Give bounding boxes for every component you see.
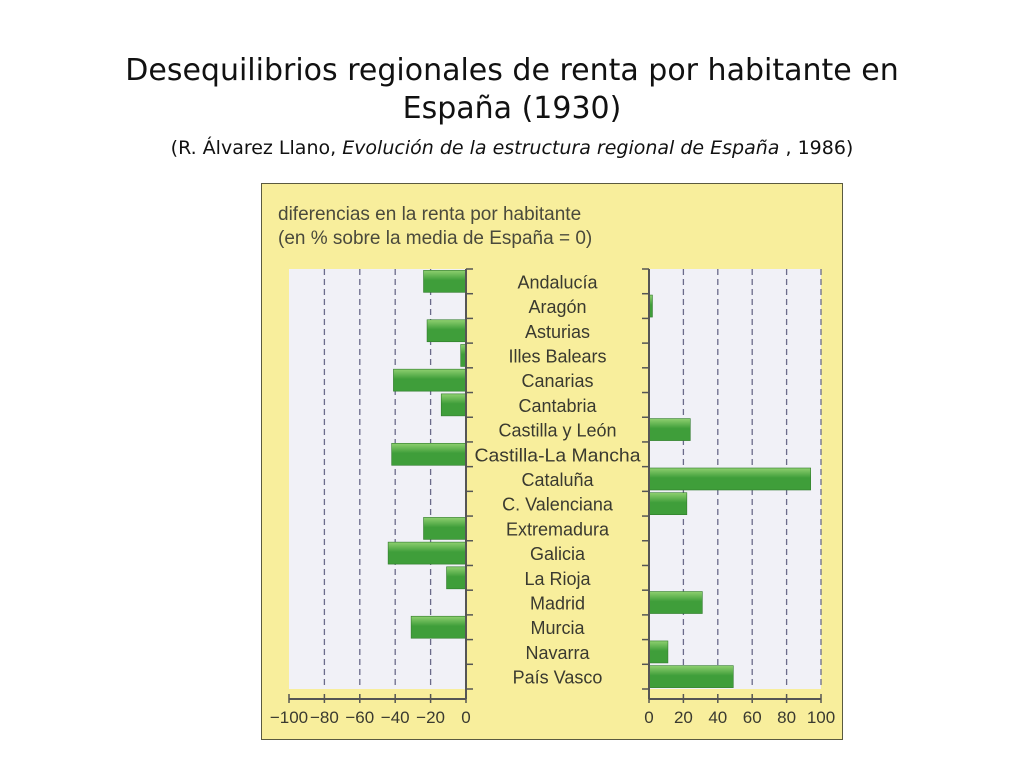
subtitle-author: (R. Álvarez Llano, bbox=[170, 137, 343, 159]
chart-subtitle: (en % sobre la media de España = 0) bbox=[278, 228, 593, 249]
bar bbox=[393, 368, 467, 392]
category-label: Andalucía bbox=[517, 272, 598, 292]
bar bbox=[648, 467, 811, 491]
category-label: Madrid bbox=[530, 594, 585, 614]
subtitle-work-title: Evolución de la estructura regional de E… bbox=[342, 137, 780, 159]
x-tick-label: −60 bbox=[345, 708, 374, 727]
category-label: Murcia bbox=[530, 618, 585, 638]
category-label: La Rioja bbox=[524, 569, 591, 589]
x-tick-label: −100 bbox=[270, 708, 308, 727]
slide-subtitle: (R. Álvarez Llano, Evolución de la estru… bbox=[0, 136, 1024, 160]
bar bbox=[648, 665, 734, 688]
category-label: Castilla y León bbox=[498, 421, 616, 441]
slide-title-line-2: España (1930) bbox=[402, 91, 622, 126]
bar bbox=[648, 640, 669, 664]
bar bbox=[387, 541, 467, 565]
bar-chart: −100 −80 −60 −40 −20 0 0 20 40 60 80 100 Andalucía Ar… bbox=[270, 268, 835, 727]
category-label: Illes Balears bbox=[508, 346, 606, 366]
slide-title-line-1: Desequilibrios regionales de renta por h… bbox=[125, 53, 899, 88]
x-tick-label: 40 bbox=[708, 708, 727, 727]
x-tick-label: 20 bbox=[674, 708, 693, 727]
bar bbox=[648, 492, 688, 516]
x-tick-label: 0 bbox=[461, 708, 470, 727]
category-label: C. Valenciana bbox=[502, 495, 614, 515]
category-label: Galicia bbox=[530, 544, 586, 564]
x-tick-label: 0 bbox=[644, 708, 653, 727]
subtitle-year: , 1986) bbox=[779, 137, 854, 159]
bar bbox=[391, 442, 467, 466]
category-label: Asturias bbox=[525, 322, 590, 342]
bar bbox=[410, 615, 467, 639]
x-tick-label: 80 bbox=[777, 708, 796, 727]
category-label: Castilla-La Mancha bbox=[475, 445, 642, 465]
category-label: Navarra bbox=[525, 643, 590, 663]
bar bbox=[648, 591, 703, 614]
category-label: Cantabria bbox=[518, 396, 597, 416]
x-tick-label: 100 bbox=[807, 708, 835, 727]
bar bbox=[423, 270, 467, 293]
x-tick-label: 60 bbox=[743, 708, 762, 727]
bar bbox=[426, 319, 467, 343]
bar bbox=[648, 418, 691, 441]
category-label: Aragón bbox=[528, 297, 586, 317]
x-tick-label: −20 bbox=[416, 708, 445, 727]
x-tick-label: −80 bbox=[310, 708, 339, 727]
category-label: Canarias bbox=[521, 371, 593, 391]
category-label: Cataluña bbox=[521, 470, 594, 490]
chart-title: diferencias en la renta por habitante bbox=[278, 204, 582, 225]
slide-title: Desequilibrios regionales de renta por h… bbox=[0, 52, 1024, 128]
chart-heading: diferencias en la renta por habitante (e… bbox=[278, 203, 592, 251]
category-label: Extremadura bbox=[506, 519, 610, 539]
chart-figure: diferencias en la renta por habitante (e… bbox=[261, 183, 843, 740]
bar bbox=[423, 517, 467, 540]
x-tick-label: −40 bbox=[381, 708, 410, 727]
bar bbox=[446, 566, 467, 590]
bar bbox=[440, 393, 467, 417]
category-label: País Vasco bbox=[513, 668, 603, 688]
